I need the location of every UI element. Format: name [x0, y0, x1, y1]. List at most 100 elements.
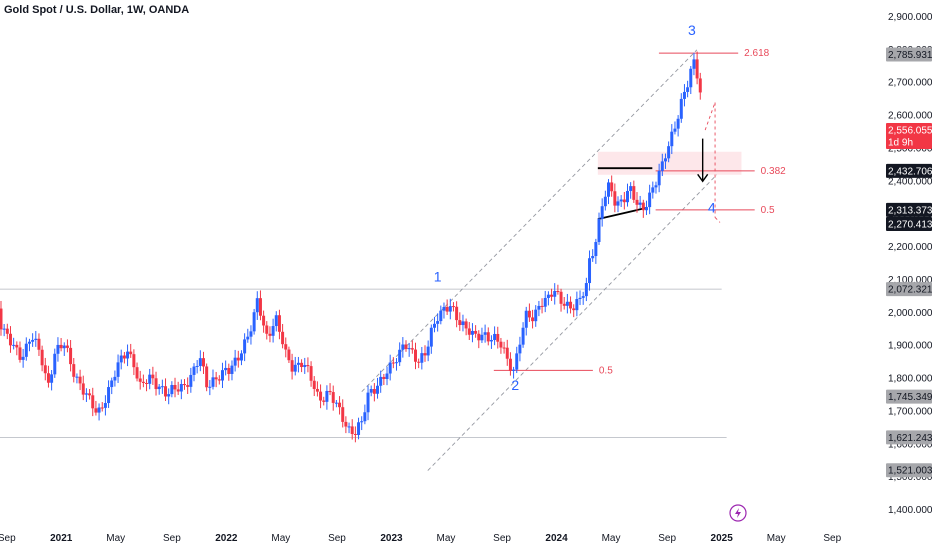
candle-body: [512, 369, 516, 371]
time-tick-label: Sep: [163, 533, 181, 544]
candle-body: [262, 315, 266, 326]
candle-body: [644, 207, 648, 211]
candle-body: [69, 347, 73, 365]
price-badge: [886, 217, 932, 232]
candle-body: [483, 332, 487, 335]
candle-body: [167, 394, 171, 397]
candle-body: [667, 146, 671, 159]
candle-body: [183, 383, 187, 386]
candle-body: [173, 385, 177, 390]
candle-body: [673, 128, 677, 132]
candle-body: [458, 320, 462, 326]
candle-body: [24, 343, 28, 357]
wave-label: 2: [511, 377, 519, 393]
candle-body: [489, 339, 493, 342]
candle-body: [274, 315, 278, 327]
candle-body: [107, 387, 111, 404]
candle-body: [186, 385, 190, 387]
time-tick-label: May: [436, 533, 455, 544]
candle-body: [445, 306, 449, 312]
candle-body: [100, 407, 104, 409]
time-tick-label: Sep: [0, 533, 16, 544]
candle-body: [334, 402, 338, 404]
candle-body: [543, 297, 547, 307]
price-badge-label: 2,072.321: [888, 285, 932, 296]
candle-body: [94, 408, 98, 413]
price-badge: [886, 389, 932, 404]
candle-body: [480, 334, 484, 341]
price-tick-label: 1,800.000: [888, 374, 932, 385]
candle-body: [695, 59, 699, 79]
price-badge-countdown: 1d 9h: [888, 138, 913, 149]
price-tick-label: 2,000.000: [888, 308, 932, 319]
candle-body: [407, 348, 411, 350]
candle-body: [559, 291, 563, 304]
price-badge: [886, 282, 932, 297]
fib-level-label: 0.382: [761, 166, 786, 177]
candle-body: [556, 291, 560, 293]
candle-body: [363, 412, 367, 422]
candle-body: [141, 381, 145, 383]
candle-body: [588, 258, 592, 284]
pattern-trendline: [597, 206, 648, 221]
time-tick-label: 2021: [50, 533, 73, 544]
candle-body: [208, 386, 212, 388]
candle-body: [360, 421, 364, 423]
candle-body: [578, 297, 582, 300]
time-tick-label: May: [767, 533, 786, 544]
candle-body: [432, 323, 436, 328]
candle-body: [37, 338, 41, 350]
candle-body: [625, 190, 629, 203]
candle-body: [151, 374, 155, 379]
price-tick-label: 2,400.000: [888, 176, 932, 187]
time-tick-label: May: [602, 533, 621, 544]
candle-body: [584, 283, 588, 297]
candle-body: [214, 377, 218, 380]
candle-body: [451, 306, 455, 308]
candle-body: [382, 376, 386, 379]
candle-body: [81, 383, 85, 395]
fib-level-label: 0.5: [599, 365, 613, 376]
candle-body: [607, 182, 611, 197]
candle-body: [682, 91, 686, 99]
candle-body: [5, 328, 9, 334]
price-badge-label: 2,313.373: [888, 205, 932, 216]
candle-body: [157, 386, 161, 390]
candle-body: [537, 305, 541, 310]
candle-body: [474, 330, 478, 334]
candle-body: [553, 291, 557, 297]
candle-body: [518, 344, 522, 354]
candle-body: [75, 376, 79, 378]
candle-body: [192, 366, 196, 375]
candle-body: [195, 365, 199, 367]
candle-body: [426, 346, 430, 356]
candle-body: [198, 358, 202, 366]
candle-body: [179, 383, 183, 392]
time-tick-label: 2024: [545, 533, 568, 544]
candle-body: [0, 308, 3, 330]
price-badge-label: 2,270.413: [888, 220, 932, 231]
candle-body: [499, 341, 503, 348]
candle-body: [103, 403, 107, 408]
candle-body: [395, 362, 399, 364]
candle-body: [116, 362, 120, 377]
time-tick-label: 2022: [215, 533, 238, 544]
candle-body: [660, 161, 664, 171]
candle-body: [603, 196, 607, 207]
candle-body: [600, 206, 604, 219]
candle-body: [50, 374, 54, 383]
candle-body: [391, 362, 395, 364]
candle-body: [277, 315, 281, 332]
price-tick-label: 2,100.000: [888, 275, 932, 286]
candle-body: [325, 390, 329, 402]
candle-body: [328, 390, 332, 393]
price-tick-label: 1,400.000: [888, 505, 932, 516]
candle-body: [322, 400, 326, 402]
price-badge-label: 2,556.055: [888, 126, 932, 137]
candle-body: [164, 386, 168, 397]
candle-body: [467, 328, 471, 335]
candle-body: [632, 186, 636, 200]
candle-body: [540, 305, 544, 307]
candle-body: [477, 333, 481, 341]
